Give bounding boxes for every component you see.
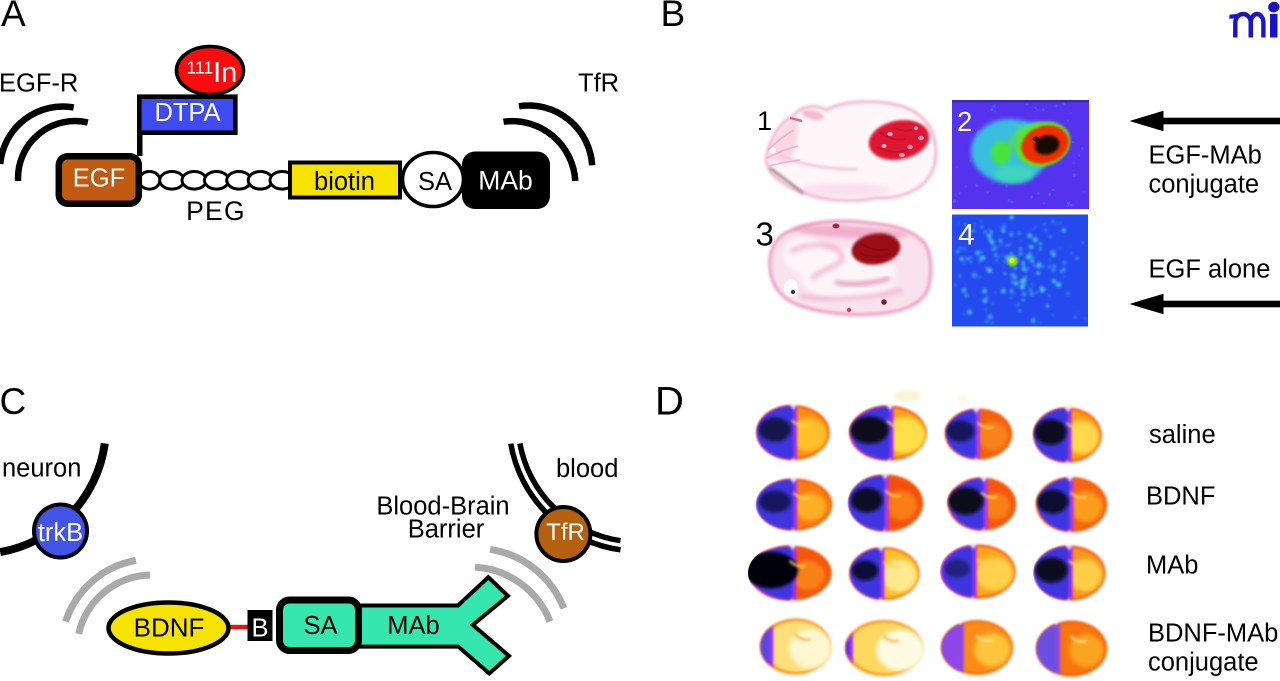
svg-text:3: 3 [756,216,774,253]
svg-text:PEG: PEG [186,196,246,226]
svg-text:blood: blood [556,455,618,483]
svg-text:BDNF: BDNF [1146,483,1215,511]
svg-text:MAb: MAb [478,166,533,196]
svg-text:2: 2 [957,106,972,137]
svg-text:EGF: EGF [73,165,125,193]
svg-text:EGF-R: EGF-R [0,70,78,98]
svg-text:conjugate: conjugate [1149,171,1260,199]
svg-text:BDNF-MAb: BDNF-MAb [1148,620,1278,648]
svg-text:D: D [655,380,684,424]
svg-text:saline: saline [1149,421,1216,449]
svg-text:neuron: neuron [2,455,81,483]
svg-text:EGF alone: EGF alone [1149,256,1271,284]
svg-text:BDNF: BDNF [134,613,205,643]
svg-text:SA: SA [303,612,337,640]
svg-text:B: B [251,615,268,643]
svg-text:MAb: MAb [387,612,439,640]
svg-text:1: 1 [757,106,772,136]
svg-text:DTPA: DTPA [154,99,220,127]
svg-text:trkB: trkB [38,519,83,547]
svg-text:Barrier: Barrier [408,516,485,544]
svg-text:Blood-Brain: Blood-Brain [376,493,509,521]
svg-text:TfR: TfR [578,70,619,98]
svg-text:SA: SA [418,168,452,196]
svg-text:B: B [661,0,686,34]
svg-text:C: C [0,381,26,422]
svg-text:TfR: TfR [546,519,585,546]
svg-text:EGF-MAb: EGF-MAb [1149,142,1262,170]
svg-text:4: 4 [958,219,975,252]
svg-text:MAb: MAb [1146,552,1198,580]
svg-text:biotin: biotin [314,168,375,196]
svg-text:A: A [1,0,26,34]
svg-text:conjugate: conjugate [1148,649,1259,677]
